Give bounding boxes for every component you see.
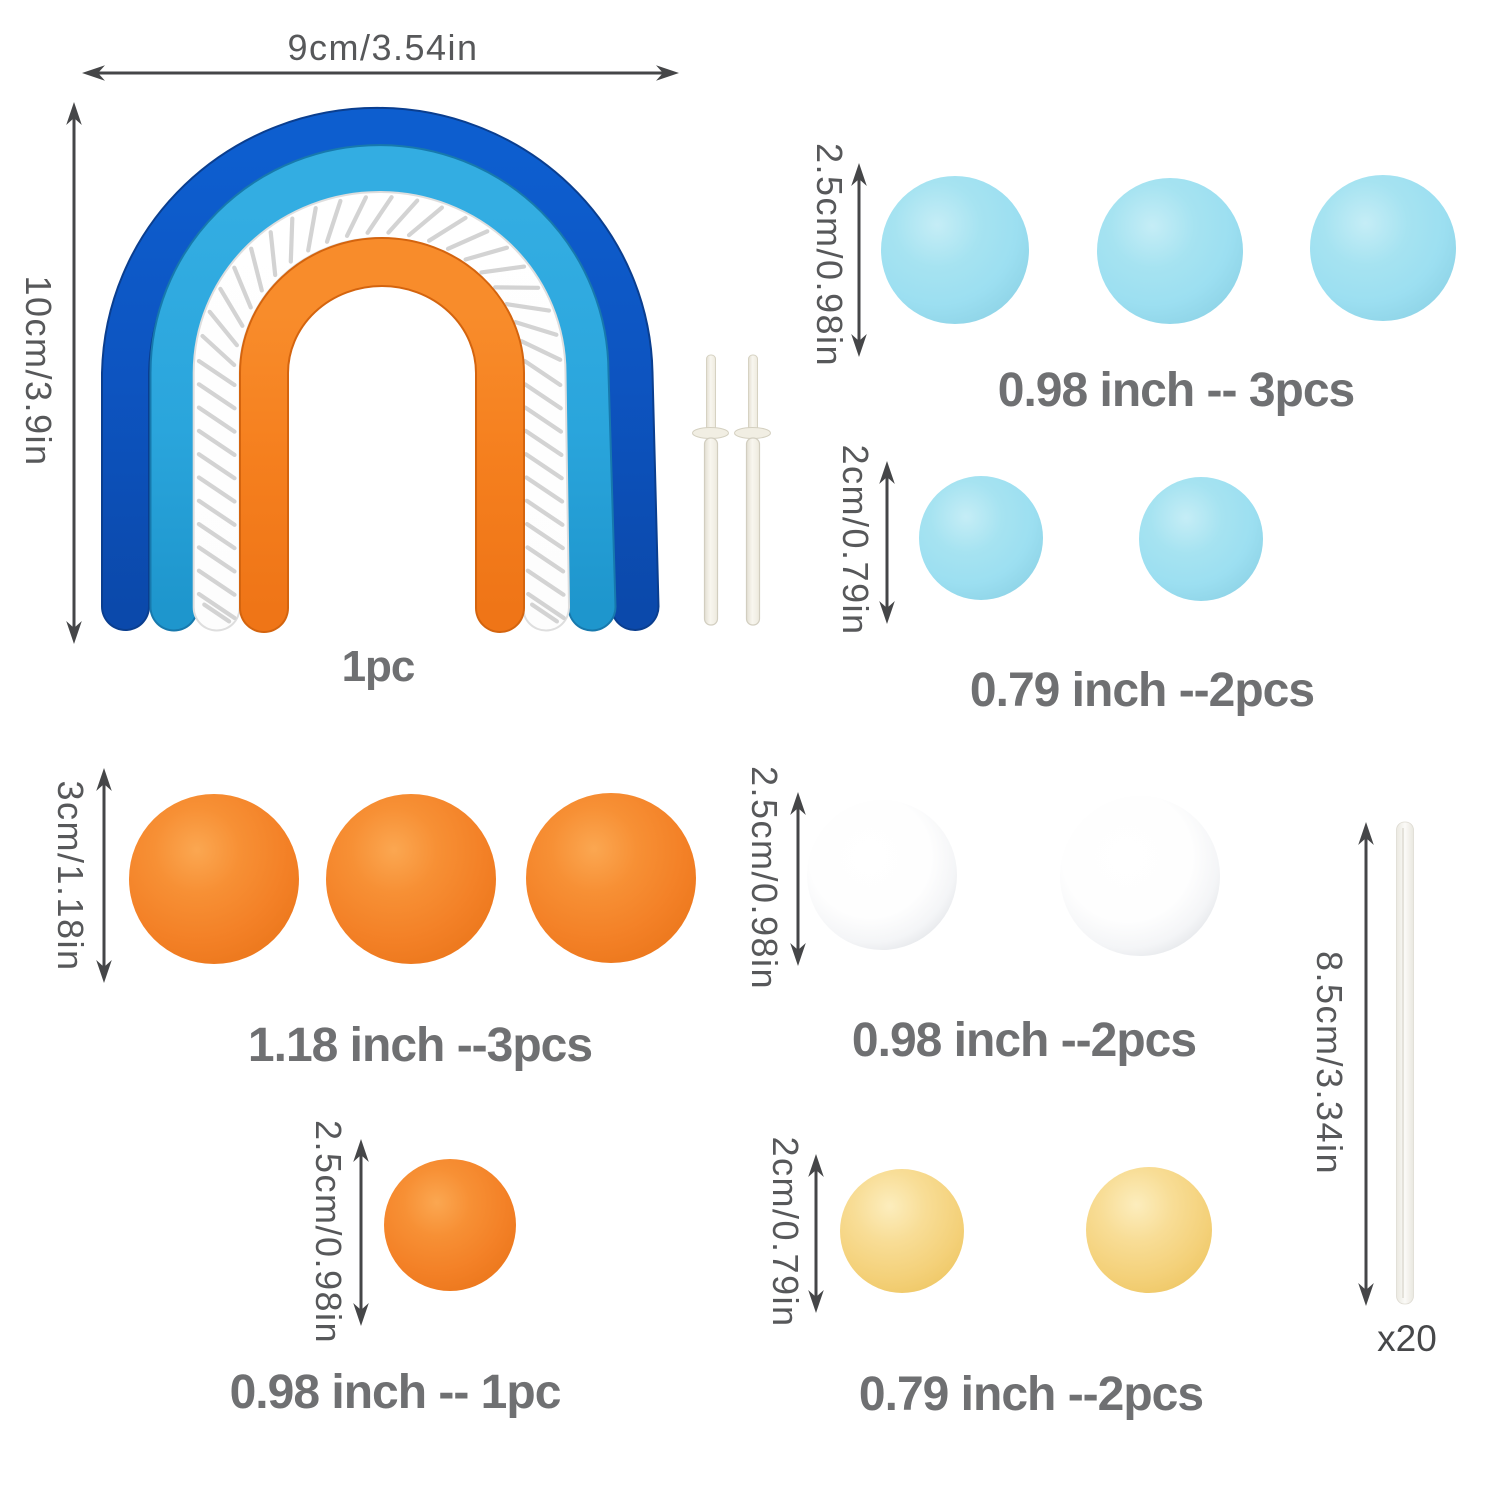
svg-text:3cm/1.18in: 3cm/1.18in [50,780,91,971]
svg-text:0.98 inch --2pcs: 0.98 inch --2pcs [852,1014,1196,1067]
svg-text:x20: x20 [1377,1318,1437,1359]
svg-text:0.79 inch --2pcs: 0.79 inch --2pcs [859,1368,1203,1421]
svg-text:10cm/3.9in: 10cm/3.9in [18,275,59,466]
svg-text:0.79 inch --2pcs: 0.79 inch --2pcs [970,664,1314,717]
svg-text:1pc: 1pc [342,642,415,691]
svg-text:2cm/0.79in: 2cm/0.79in [765,1136,806,1327]
svg-text:8.5cm/3.34in: 8.5cm/3.34in [1309,951,1350,1175]
svg-text:9cm/3.54in: 9cm/3.54in [287,27,478,68]
svg-text:2.5cm/0.98in: 2.5cm/0.98in [308,1120,349,1344]
svg-text:2.5cm/0.98in: 2.5cm/0.98in [809,143,850,367]
svg-text:2cm/0.79in: 2cm/0.79in [835,444,876,635]
svg-text:1.18 inch --3pcs: 1.18 inch --3pcs [248,1019,592,1072]
svg-text:2.5cm/0.98in: 2.5cm/0.98in [744,766,785,990]
svg-text:0.98 inch -- 3pcs: 0.98 inch -- 3pcs [998,364,1354,417]
svg-text:0.98 inch -- 1pc: 0.98 inch -- 1pc [230,1366,561,1419]
